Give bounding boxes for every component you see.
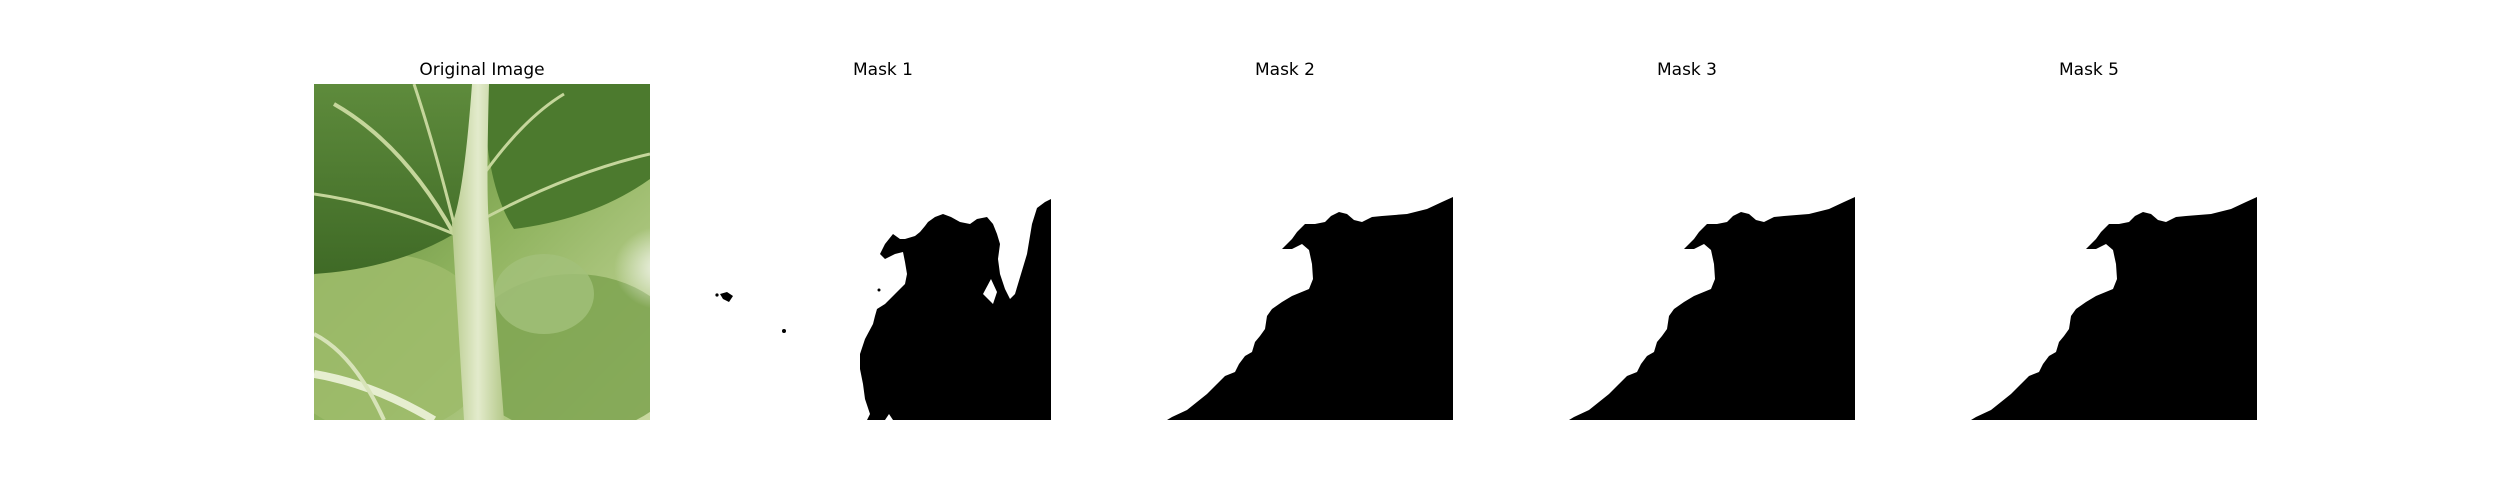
panel-title: Original Image [419,60,545,80]
panel-original-image: Original Image [314,0,650,500]
panel-title: Mask 2 [1254,60,1315,80]
panel-mask-5: Mask 5 [1921,0,2257,500]
mask-1-image [715,84,1051,420]
panel-title: Mask 5 [2058,60,2119,80]
mask-3-image [1519,84,1855,420]
panel-title: Mask 3 [1656,60,1717,80]
panel-mask-2: Mask 2 [1117,0,1453,500]
panel-mask-1: Mask 1 [715,0,1051,500]
mask-2-image [1117,84,1453,420]
mask-5-image [1921,84,2257,420]
panel-title: Mask 1 [852,60,913,80]
panel-mask-3: Mask 3 [1519,0,1855,500]
original-image [314,84,650,420]
